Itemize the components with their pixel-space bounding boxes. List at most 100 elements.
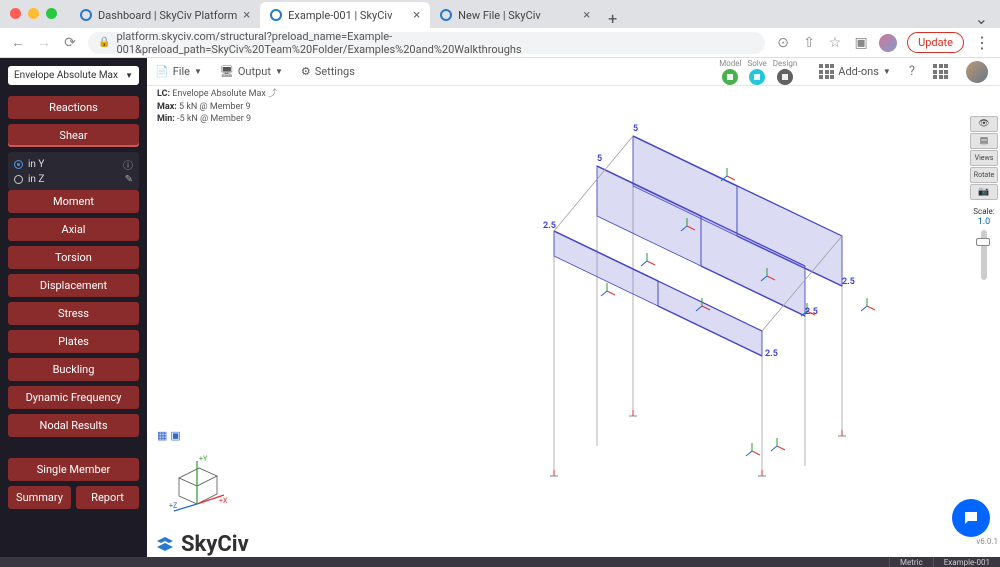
result-buckling-button[interactable]: Buckling bbox=[8, 358, 139, 381]
edit-icon: ✎ bbox=[125, 174, 133, 185]
view-toolbar: 👁 ▤ Views Rotate 📷 Scale: 1.0 bbox=[970, 116, 998, 282]
tab-title: Example-001 | SkyCiv bbox=[288, 9, 392, 22]
result-displacement-button[interactable]: Displacement bbox=[8, 274, 139, 297]
settings-menu[interactable]: ⚙Settings bbox=[301, 65, 355, 78]
axis-y-option[interactable]: in Yⓘ bbox=[14, 156, 133, 173]
forward-icon[interactable]: → bbox=[36, 34, 52, 51]
result-plates-button[interactable]: Plates bbox=[8, 330, 139, 353]
structural-diagram: 5 5 2.5 2.5 2.5 2.5 bbox=[347, 106, 907, 486]
lock-icon: 🔒 bbox=[98, 37, 110, 48]
reload-icon[interactable]: ⟳ bbox=[62, 35, 78, 51]
skyciv-logo: SkyCiv bbox=[153, 532, 249, 557]
panel-icon[interactable]: ▣ bbox=[853, 35, 869, 51]
status-bar: Metric Example-001 bbox=[0, 557, 1000, 567]
output-menu[interactable]: 🖥Output▼ bbox=[220, 65, 283, 78]
grid-view-icon[interactable]: ▦ bbox=[157, 429, 167, 442]
browser-tab[interactable]: New File | SkyCiv × bbox=[430, 2, 600, 28]
snapshot-button[interactable]: 📷 bbox=[970, 184, 998, 200]
result-dynamic-frequency-button[interactable]: Dynamic Frequency bbox=[8, 386, 139, 409]
maximize-window[interactable] bbox=[46, 8, 57, 19]
browser-tab[interactable]: Dashboard | SkyCiv Platform × bbox=[70, 2, 260, 28]
close-tab-icon[interactable]: × bbox=[413, 8, 420, 23]
browser-tab-strip: Dashboard | SkyCiv Platform × Example-00… bbox=[0, 0, 1000, 28]
svg-text:2.5: 2.5 bbox=[543, 221, 556, 231]
svg-text:+Z: +Z bbox=[169, 502, 177, 510]
views-button[interactable]: Views bbox=[970, 150, 998, 166]
window-controls bbox=[10, 8, 57, 19]
file-name-label: Example-001 bbox=[933, 558, 1000, 567]
app-toolbar: 📄File▼ 🖥Output▼ ⚙Settings Model Solve Desi… bbox=[0, 58, 1000, 86]
address-bar: ← → ⟳ 🔒 platform.skyciv.com/structural?p… bbox=[0, 28, 1000, 58]
svg-text:2.5: 2.5 bbox=[765, 349, 778, 359]
result-torsion-button[interactable]: Torsion bbox=[8, 246, 139, 269]
tabs-dropdown-icon[interactable]: ⌄ bbox=[975, 9, 988, 28]
file-menu[interactable]: 📄File▼ bbox=[155, 65, 202, 78]
result-nodal-results-button[interactable]: Nodal Results bbox=[8, 414, 139, 437]
result-shear-button[interactable]: Shear bbox=[8, 124, 139, 147]
url-input[interactable]: 🔒 platform.skyciv.com/structural?preload… bbox=[88, 32, 765, 54]
share-icon[interactable]: ⇧ bbox=[801, 35, 817, 51]
update-button[interactable]: Update bbox=[907, 32, 964, 53]
result-stress-button[interactable]: Stress bbox=[8, 302, 139, 325]
result-axial-button[interactable]: Axial bbox=[8, 218, 139, 241]
search-icon[interactable]: ⊙ bbox=[775, 35, 791, 51]
browser-tab[interactable]: Example-001 | SkyCiv × bbox=[260, 2, 430, 28]
svg-text:5: 5 bbox=[633, 124, 638, 134]
favicon-icon bbox=[80, 9, 92, 21]
info-icon: ⓘ bbox=[123, 157, 133, 172]
camera-icon[interactable]: ▣ bbox=[170, 429, 180, 442]
addons-menu[interactable]: Add-ons▼ bbox=[819, 64, 891, 79]
version-label: v6.0.1 bbox=[976, 537, 998, 546]
apps-grid-icon[interactable] bbox=[933, 64, 948, 79]
minimize-window[interactable] bbox=[28, 8, 39, 19]
favicon-icon bbox=[270, 9, 282, 21]
mode-buttons: Model Solve Design bbox=[719, 59, 797, 85]
load-case-dropdown[interactable]: Envelope Absolute Max▼ bbox=[8, 66, 139, 85]
profile-avatar[interactable] bbox=[879, 34, 897, 52]
result-reactions-button[interactable]: Reactions bbox=[8, 96, 139, 119]
help-icon[interactable]: ? bbox=[909, 64, 915, 79]
chat-button[interactable] bbox=[952, 499, 990, 537]
file-icon: 📄 bbox=[155, 65, 169, 78]
summary-button[interactable]: Summary bbox=[8, 486, 71, 509]
results-sidebar: Envelope Absolute Max▼ Reactions Shear in … bbox=[0, 58, 147, 557]
rotate-button[interactable]: Rotate bbox=[970, 167, 998, 183]
orientation-cube[interactable]: +Y +X +Z bbox=[169, 453, 229, 517]
svg-text:5: 5 bbox=[597, 154, 602, 164]
view-mode-icons[interactable]: ▦ ▣ bbox=[157, 429, 181, 442]
menu-icon[interactable]: ⋮ bbox=[974, 33, 990, 52]
scale-value: 1.0 bbox=[970, 217, 998, 227]
bookmark-icon[interactable]: ☆ bbox=[827, 35, 843, 51]
close-tab-icon[interactable]: × bbox=[243, 8, 250, 23]
svg-text:+Y: +Y bbox=[199, 455, 208, 463]
back-icon[interactable]: ← bbox=[10, 34, 26, 51]
user-avatar[interactable] bbox=[966, 61, 988, 83]
report-button[interactable]: Report bbox=[76, 486, 139, 509]
tab-title: Dashboard | SkyCiv Platform bbox=[98, 9, 237, 22]
output-icon: 🖥 bbox=[220, 65, 234, 78]
mode-solve-button[interactable]: Solve bbox=[747, 59, 766, 85]
render-button[interactable]: ▤ bbox=[970, 133, 998, 149]
axis-panel: in Yⓘin Z✎ bbox=[8, 152, 139, 190]
axis-z-option[interactable]: in Z✎ bbox=[14, 173, 133, 186]
model-canvas[interactable]: LC: Envelope Absolute Max ⤴ Max: 5 kN @ … bbox=[147, 86, 1000, 557]
close-tab-icon[interactable]: × bbox=[583, 8, 590, 23]
result-moment-button[interactable]: Moment bbox=[8, 190, 139, 213]
mode-model-button[interactable]: Model bbox=[719, 59, 741, 85]
svg-text:2.5: 2.5 bbox=[842, 277, 855, 287]
single-member-button[interactable]: Single Member bbox=[8, 458, 139, 481]
url-text: platform.skyciv.com/structural?preload_n… bbox=[116, 30, 755, 56]
scale-label: Scale: bbox=[970, 207, 998, 216]
gear-icon: ⚙ bbox=[301, 65, 311, 78]
close-window[interactable] bbox=[10, 8, 21, 19]
svg-text:2.5: 2.5 bbox=[805, 307, 818, 317]
favicon-icon bbox=[440, 9, 452, 21]
units-label[interactable]: Metric bbox=[889, 558, 933, 567]
new-tab-button[interactable]: + bbox=[600, 9, 625, 28]
svg-text:+X: +X bbox=[219, 497, 228, 505]
visibility-button[interactable]: 👁 bbox=[970, 116, 998, 132]
scale-slider[interactable] bbox=[981, 230, 987, 280]
load-case-info: LC: Envelope Absolute Max ⤴ Max: 5 kN @ … bbox=[157, 88, 277, 126]
mode-design-button[interactable]: Design bbox=[773, 59, 797, 85]
tab-title: New File | SkyCiv bbox=[458, 9, 541, 22]
